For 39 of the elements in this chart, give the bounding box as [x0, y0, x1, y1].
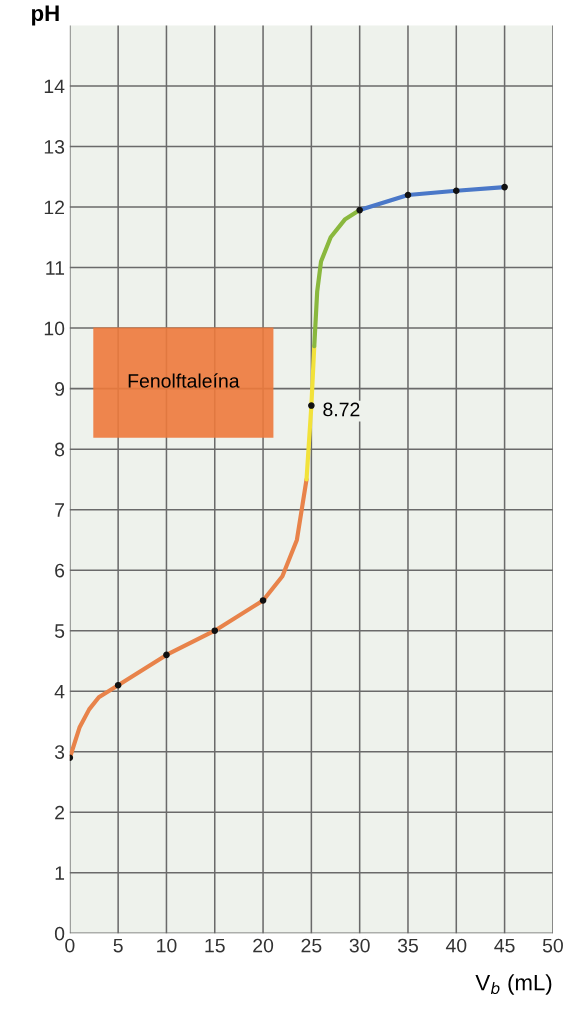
y-tick-label: 3	[54, 745, 65, 759]
y-tick-label: 6	[55, 563, 65, 578]
annotation: 8.72	[323, 402, 360, 417]
y-tick-label: 2	[55, 805, 64, 820]
band-label: Fenolftaleína	[128, 373, 240, 388]
y-tick-label: 9	[55, 382, 65, 396]
point	[114, 681, 122, 689]
y-tick-label: 5	[54, 624, 65, 638]
x-tick-label: 15	[205, 938, 225, 953]
x-tick-label: 25	[301, 938, 322, 953]
point	[259, 597, 267, 604]
point	[404, 191, 412, 199]
point	[163, 651, 170, 659]
x-tick-label: 5	[113, 938, 123, 953]
y-tick-label: 0	[54, 926, 65, 941]
y-tick-label: 1	[55, 866, 65, 880]
x-tick-label: 0	[65, 938, 75, 953]
y-tick-label: 14	[44, 79, 65, 94]
y-tick-label: 12	[44, 200, 64, 215]
point	[452, 187, 460, 195]
x-tick-label: 50	[542, 938, 563, 953]
y-axis-title: pH	[32, 5, 59, 26]
y-tick-label: 7	[55, 503, 64, 517]
x-axis-title: V$_{b}$ (mL)	[475, 974, 552, 995]
x-tick-label: 20	[253, 938, 274, 953]
point	[211, 627, 219, 634]
x-tick-label: 35	[397, 938, 418, 953]
y-tick-label: 4	[54, 684, 65, 699]
point	[501, 183, 508, 191]
x-tick-label: 40	[445, 938, 467, 953]
x-tick-label: 30	[349, 938, 370, 953]
x-tick-label: 45	[494, 938, 515, 953]
point	[356, 206, 363, 214]
y-tick-label: 8	[55, 442, 65, 457]
x-tick-label: 10	[157, 938, 177, 953]
y-tick-label: 11	[46, 261, 65, 275]
point	[308, 402, 315, 409]
y-tick-label: 13	[44, 140, 65, 154]
y-tick-label: 10	[44, 321, 65, 336]
